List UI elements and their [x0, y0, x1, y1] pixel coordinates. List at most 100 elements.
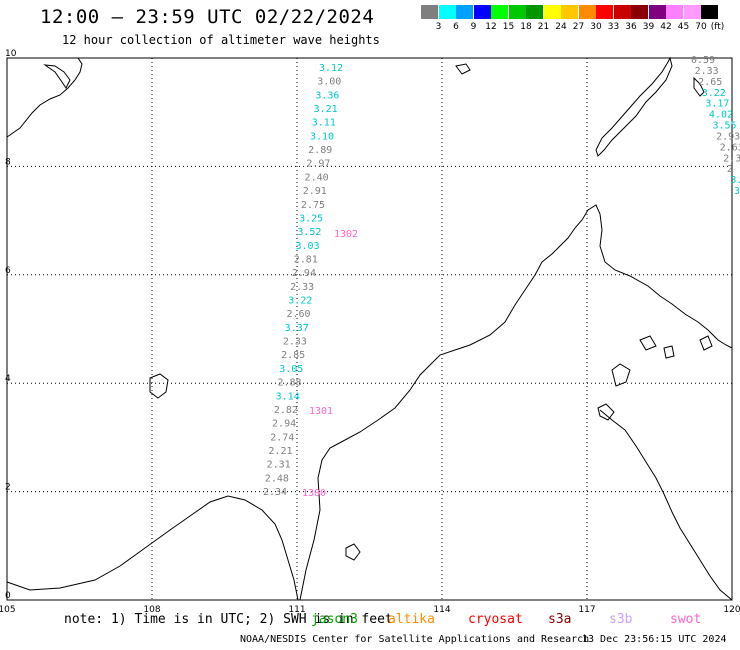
units-note: note: 1) Time is in UTC; 2) SWH is in fe… — [64, 612, 393, 627]
coastline-borneo — [6, 495, 299, 601]
satellite-label-swot: swot — [670, 612, 702, 627]
legend-label: 15 — [502, 22, 515, 32]
wave-height-labels: 3.12 3.00 3.36 3.21 3.11 3.10 2.89 2.97 2.40 2.91… — [263, 55, 740, 498]
x-tick-label: 105 — [0, 605, 16, 615]
legend-swatch — [631, 5, 648, 19]
legend-label: 3 — [435, 22, 442, 32]
satellite-label-jason3: jason3 — [311, 612, 358, 627]
island-cluster-gulf — [611, 363, 631, 387]
y-tick-label: 10 — [5, 49, 17, 59]
legend-swatch — [491, 5, 508, 19]
legend-swatch — [596, 5, 613, 19]
wave-height-value: 2.94 — [272, 419, 296, 430]
legend-label: 9 — [470, 22, 477, 32]
satellite-label-cryosat: cryosat — [468, 612, 523, 627]
legend-label: 42 — [660, 22, 672, 32]
wave-height-value: 2.81 — [294, 254, 318, 265]
island-cluster-west — [149, 373, 169, 399]
legend-swatch — [648, 5, 666, 19]
legend-label: 45 — [677, 22, 690, 32]
legend-swatch — [666, 5, 683, 19]
wave-height-value: 3.11 — [312, 118, 336, 129]
island-northwest — [43, 64, 71, 89]
wave-height-value: 0.59 — [691, 55, 715, 66]
satellite-label-s3a: s3a — [548, 612, 572, 627]
island-cluster-south — [597, 403, 615, 421]
legend-swatch — [683, 5, 701, 19]
legend-label: 21 — [537, 22, 550, 32]
legend-swatch — [421, 5, 438, 19]
wave-height-value: 3.55 — [713, 121, 737, 132]
wave-height-value: 2.88 — [277, 378, 301, 389]
wave-height-value: 2.89 — [308, 145, 332, 156]
y-tick-label: 8 — [5, 157, 11, 167]
coastline-northwest — [6, 57, 83, 138]
wave-height-value: 3.03 — [296, 241, 320, 252]
coastline-indochina — [299, 204, 733, 601]
legend-label: 70 — [695, 22, 707, 32]
wave-height-value: 3.37 — [285, 323, 309, 334]
wave-height-value: 3.22 — [288, 296, 312, 307]
satellite-label-altika: altika — [388, 612, 435, 627]
page-title: 12:00 – 23:59 UTC 02/22/2024 — [40, 6, 375, 28]
wave-height-value: 2.40 — [305, 172, 329, 183]
footer-credit: NOAA/NESDIS Center for Satellite Applica… — [240, 634, 590, 645]
legend-label: 30 — [590, 22, 602, 32]
legend-swatch — [578, 5, 596, 19]
island-small-4 — [663, 345, 675, 359]
track-time-label: 1300 — [302, 488, 326, 499]
island-small-3 — [699, 335, 713, 351]
legend-label: 24 — [555, 22, 567, 32]
island-small-1 — [455, 63, 471, 75]
satellite-label-s3b: s3b — [609, 612, 633, 627]
map-frame — [6, 57, 733, 601]
footer-timestamp: 13 Dec 23:56:15 UTC 2024 — [582, 634, 727, 645]
y-tick-label: 0 — [5, 591, 11, 601]
wave-height-value: 2 — [727, 164, 733, 175]
legend-label: 33 — [607, 22, 620, 32]
legend-swatch — [456, 5, 473, 19]
y-tick-label: 2 — [5, 483, 11, 493]
wave-height-value: 2.33 — [290, 282, 314, 293]
wave-height-value: 2.65 — [698, 77, 722, 88]
wave-height-value: 2.60 — [286, 309, 310, 320]
legend-label: 27 — [572, 22, 585, 32]
wave-height-value: 2.94 — [292, 268, 316, 279]
wave-height-value: 2.75 — [301, 200, 325, 211]
wave-height-value: 2.3 — [723, 153, 740, 164]
y-tick-label: 6 — [5, 266, 11, 276]
coastlines — [6, 56, 733, 601]
map-grid: 105 108 111 114 117 120 0 2 4 6 8 10 — [0, 49, 740, 615]
x-tick-label: 117 — [578, 605, 595, 615]
wave-height-value: 2.91 — [303, 186, 327, 197]
track-time-label: 1301 — [309, 406, 333, 417]
wave-height-value: 2.34 — [263, 487, 287, 498]
legend-swatch — [701, 5, 718, 19]
track-time-label: 1302 — [334, 229, 358, 240]
wave-height-value: 2.48 — [265, 473, 289, 484]
wave-height-value: 3.05 — [279, 364, 303, 375]
wave-height-value: 2.63 — [720, 142, 740, 153]
island-natuna — [345, 543, 361, 561]
legend-swatch — [473, 5, 491, 19]
wave-height-value: 3.10 — [310, 131, 334, 142]
legend-swatch — [561, 5, 578, 19]
wave-height-value: 3.36 — [315, 90, 339, 101]
x-tick-label: 120 — [723, 605, 740, 615]
wave-height-value: 2.97 — [306, 159, 330, 170]
legend-swatch — [613, 5, 631, 19]
legend-label: 39 — [642, 22, 655, 32]
legend-unit: (ft) — [710, 22, 725, 32]
island-small-2 — [639, 335, 657, 351]
wave-height-value: 2.33 — [695, 66, 719, 77]
legend-swatch — [438, 5, 456, 19]
legend-swatch — [508, 5, 526, 19]
legend-label: 12 — [485, 22, 497, 32]
wave-height-value: 2.33 — [283, 337, 307, 348]
x-tick-label: 114 — [433, 605, 450, 615]
wave-height-value: 3.14 — [276, 391, 300, 402]
legend-label: 18 — [520, 22, 532, 32]
x-tick-label: 111 — [288, 605, 305, 615]
wave-height-value: 3.12 — [319, 63, 343, 74]
